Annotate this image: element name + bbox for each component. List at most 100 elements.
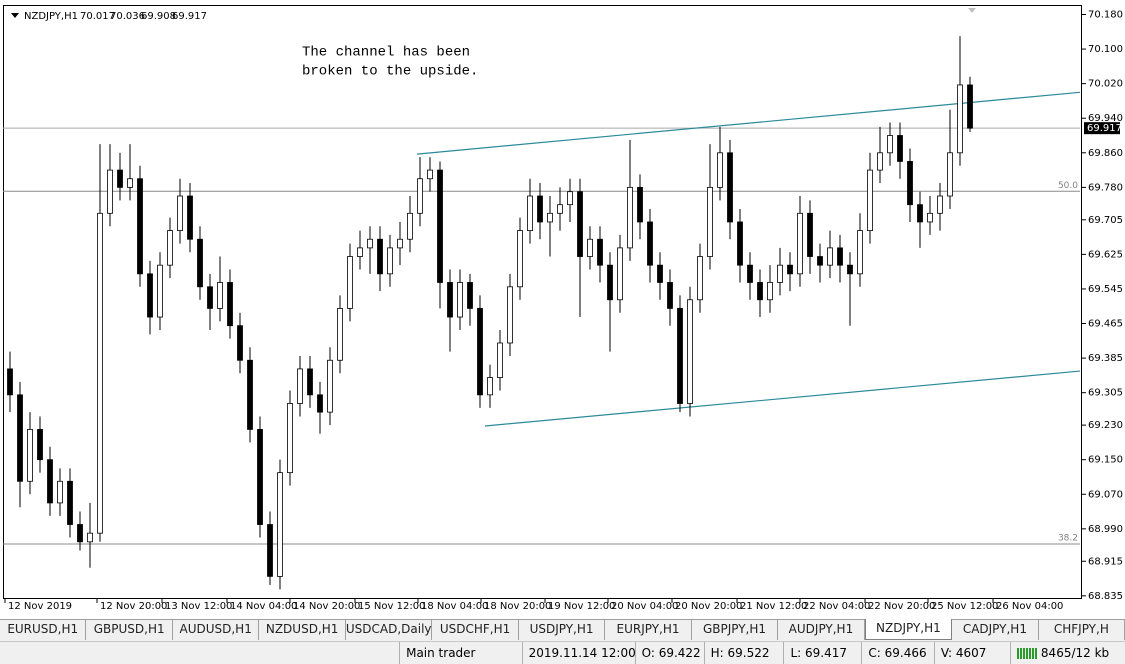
candle-body [137, 178, 143, 275]
candle-body [17, 394, 23, 482]
x-tick-label: 18 Nov 20:00 [484, 601, 551, 612]
background [0, 0, 1125, 619]
tab[interactable]: USDJPY,H1 [519, 620, 606, 640]
x-tick-label: 20 Nov 04:00 [611, 601, 678, 612]
candle-body [697, 256, 703, 301]
tab-bar: EURUSD,H1 GBPUSD,H1 AUDUSD,H1 NZDUSD,H1 USDC… [0, 619, 1125, 640]
candle-body [167, 230, 173, 266]
symbol-title: NZDJPY,H1 [24, 11, 78, 22]
candle-body [187, 195, 193, 240]
y-tick-label: 69.070 [1088, 489, 1123, 500]
tab[interactable]: EURUSD,H1 [0, 620, 87, 640]
candle-body [777, 264, 783, 283]
close-value: 69.917 [172, 11, 207, 22]
shift-marker [968, 8, 976, 13]
candle-body [607, 264, 613, 301]
status-text: H: 69.522 [710, 646, 770, 660]
candle-body [657, 264, 663, 283]
status-cell: H: 69.522 [703, 642, 784, 664]
tab[interactable]: EURJPY,H1 [605, 620, 692, 640]
candle-body [397, 238, 403, 249]
candle-body [637, 186, 643, 223]
candle-body [227, 282, 233, 327]
candle-body [37, 429, 43, 461]
candle-body [407, 212, 413, 240]
status-cell: 8465/12 kb [1009, 642, 1125, 664]
tab[interactable]: GBPJPY,H1 [692, 620, 779, 640]
candle-body [467, 282, 473, 309]
candle-body [417, 178, 423, 214]
candle-body [567, 191, 573, 206]
candle-body [177, 195, 183, 232]
candle-body [857, 230, 863, 275]
y-tick-label: 68.990 [1088, 524, 1123, 535]
candle-body [527, 195, 533, 232]
y-tick-label: 69.545 [1088, 284, 1123, 295]
candle-body [917, 204, 923, 223]
candle-body [127, 178, 133, 188]
candle-body [297, 368, 303, 404]
candle-body [547, 212, 553, 223]
status-cell: L: 69.417 [783, 642, 861, 664]
candle-body [957, 84, 963, 154]
candle-body [307, 368, 313, 396]
candle-body [327, 359, 333, 413]
candle-body [827, 247, 833, 266]
candle-body [837, 247, 843, 266]
candle-body [367, 238, 373, 249]
y-tick-label: 70.180 [1088, 9, 1123, 20]
tab[interactable]: NZDJPY,H1 [864, 619, 953, 640]
candle-body [647, 221, 653, 266]
candle-body [477, 308, 483, 396]
tab[interactable]: USDCHF,H1 [432, 620, 519, 640]
tab[interactable]: NZDUSD,H1 [259, 620, 346, 640]
x-tick-label: 13 Nov 12:00 [165, 601, 232, 612]
candle-body [57, 480, 63, 504]
tab[interactable]: AUDUSD,H1 [173, 620, 260, 640]
x-tick-label: 12 Nov 20:00 [100, 601, 167, 612]
status-cell: 2019.11.14 12:00 [521, 642, 636, 664]
candle-body [687, 299, 693, 404]
status-text: 8465/12 kb [1040, 646, 1110, 660]
candle-body [887, 135, 893, 154]
candle-body [27, 429, 33, 482]
x-tick-label: 12 Nov 2019 [8, 601, 72, 612]
y-tick-label: 69.860 [1088, 148, 1123, 159]
candle-body [267, 524, 273, 577]
candle-body [707, 186, 713, 257]
candle-body [77, 524, 83, 543]
channel-line [484, 370, 1081, 427]
candle-body [217, 282, 223, 309]
candle-body [347, 256, 353, 309]
candle-body [717, 152, 723, 188]
candle-body [377, 238, 383, 275]
candle-body [357, 247, 363, 257]
y-tick-label: 70.020 [1088, 79, 1123, 90]
status-bar: Main trader 2019.11.14 12:00 O: 69.422 H: 6… [0, 641, 1125, 664]
status-text: C: 69.466 [868, 646, 927, 660]
candle-body [157, 264, 163, 318]
candle-body [537, 195, 543, 223]
level-label: 50.0 [1058, 181, 1078, 191]
candle-body [207, 286, 213, 309]
candle-body [597, 238, 603, 266]
candle-body [457, 282, 463, 318]
traffic-icon [1016, 648, 1037, 659]
y-tick-label: 69.305 [1088, 388, 1123, 399]
candle-body [107, 169, 113, 214]
annotation: The channel has been [302, 45, 470, 61]
candle-body [727, 152, 733, 223]
candle-body [427, 169, 433, 180]
y-tick-label: 70.100 [1088, 44, 1123, 55]
tab[interactable]: USDCAD,Daily [346, 620, 433, 640]
y-tick-label: 68.835 [1088, 591, 1123, 602]
candle-body [927, 212, 933, 223]
price-label-box [1084, 122, 1120, 135]
tab[interactable]: AUDJPY,H1 [778, 620, 865, 640]
tab[interactable]: CADJPY,H1 [952, 620, 1039, 640]
tab[interactable]: GBPUSD,H1 [86, 620, 173, 640]
candle-body [877, 152, 883, 171]
tab[interactable]: CHFJPY,H [1039, 620, 1125, 640]
candle-body [627, 186, 633, 249]
x-tick-label: 20 Nov 20:00 [675, 601, 742, 612]
